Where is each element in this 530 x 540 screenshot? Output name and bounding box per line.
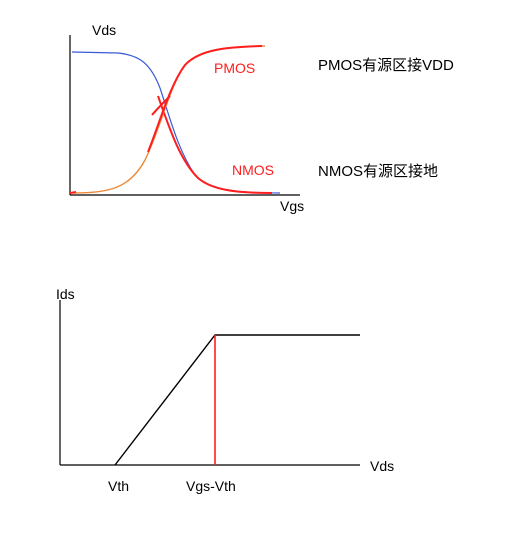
chart1-y-label: Vds [92,22,116,38]
chart2-ids-curve [115,335,360,465]
chart1-nmos-label: NMOS [232,162,274,178]
chart2-svg [0,250,530,540]
page-root: Vds Vgs PMOS NMOS PMOS有源区接VDD NMOS有源区接地 … [0,0,530,520]
chart1-pmos-label: PMOS [214,60,255,76]
chart2-y-label: Ids [56,286,75,302]
chart2-x-label: Vds [370,458,394,474]
chart2-vth-label: Vth [108,478,129,494]
chart1-svg [0,0,530,230]
chart2-vgsvth-label: Vgs-Vth [186,478,236,494]
chart1-nmos-annotation: NMOS有源区接地 [318,160,438,181]
chart1-pmos-origin-dot [70,192,76,193]
chart1-pmos-annotation: PMOS有源区接VDD [318,54,454,75]
chart1-x-label: Vgs [280,198,304,214]
chart1-nmos-overlay [158,96,272,193]
